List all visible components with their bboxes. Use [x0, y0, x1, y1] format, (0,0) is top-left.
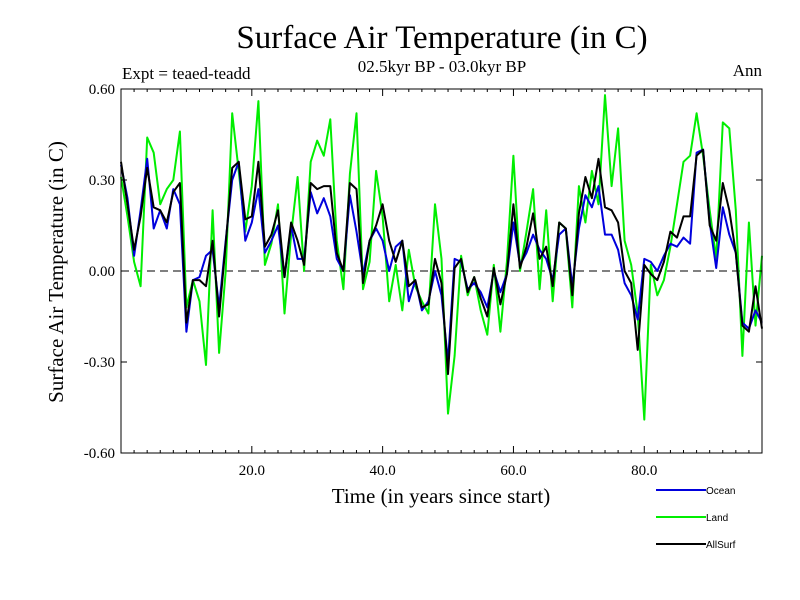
y-tick-label: 0.60: [89, 82, 115, 98]
series-line-allsurf: [120, 148, 763, 376]
season-label: Ann: [733, 61, 763, 80]
y-tick-label: -0.30: [84, 355, 115, 371]
legend-label-allsurf: AllSurf: [706, 540, 736, 551]
chart-title: Surface Air Temperature (in C): [236, 20, 647, 56]
y-tick-label: 0.00: [89, 264, 115, 280]
x-tick-label: 60.0: [500, 463, 526, 479]
legend: Ocean Land AllSurf: [656, 486, 736, 551]
legend-label-land: Land: [706, 513, 728, 524]
expt-label: Expt = teaed-teadd: [122, 64, 251, 83]
x-tick-label: 20.0: [239, 463, 265, 479]
x-axis-label: Time (in years since start): [332, 484, 551, 508]
y-axis-label: Surface Air Temperature (in C): [44, 141, 68, 403]
y-tick-label: 0.30: [89, 173, 115, 189]
legend-label-ocean: Ocean: [706, 486, 735, 497]
x-tick-label: 40.0: [370, 463, 396, 479]
y-tick-label: -0.60: [84, 446, 115, 462]
chart-subtitle: 02.5kyr BP - 03.0kyr BP: [358, 57, 526, 76]
x-tick-label: 80.0: [631, 463, 657, 479]
